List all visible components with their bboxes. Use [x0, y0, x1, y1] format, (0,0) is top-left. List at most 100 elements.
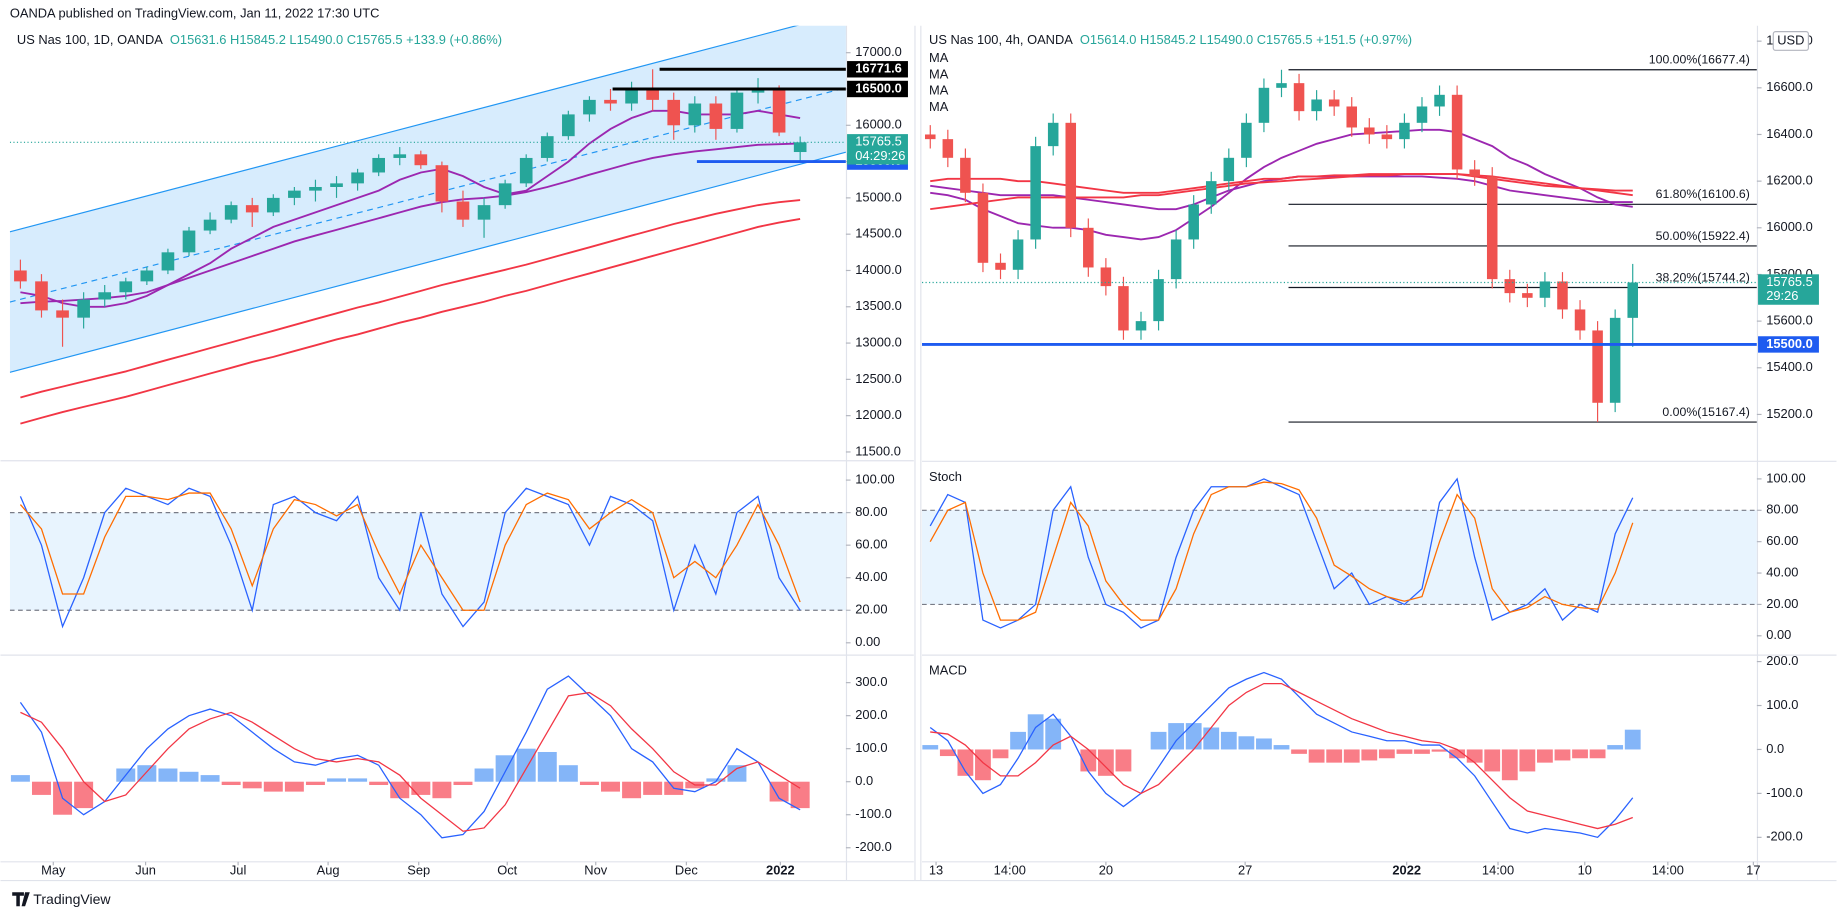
- x-tick-label: 27: [1238, 863, 1252, 878]
- y-tick-label: 13000.0: [855, 334, 902, 349]
- candle-body: [456, 201, 470, 220]
- candle-body: [1241, 122, 1252, 158]
- candle-body: [203, 219, 217, 231]
- histogram-bar: [305, 781, 325, 786]
- histogram-bar: [1010, 731, 1026, 750]
- y-tick-label: 11500.0: [855, 443, 901, 458]
- legend-ma: MA: [929, 83, 949, 98]
- candle-body: [977, 192, 989, 263]
- indicator-line: [930, 173, 1633, 194]
- candle-body: [667, 99, 681, 126]
- y-tick-label: 0.0: [1766, 741, 1784, 756]
- candle-body: [1205, 181, 1217, 205]
- histogram-bar: [939, 749, 956, 757]
- y-tick-label: 20.00: [1766, 596, 1798, 611]
- candle-body: [942, 139, 954, 158]
- candle-body: [1574, 309, 1586, 331]
- indicator-line: [20, 218, 801, 425]
- countdown-label: 04:29:26: [855, 148, 905, 163]
- histogram-bar: [1150, 731, 1167, 750]
- candle-body: [1627, 282, 1638, 318]
- legend-ma: MA: [929, 66, 949, 81]
- histogram-bar: [558, 765, 578, 782]
- candle-body: [1065, 122, 1077, 228]
- fib-label: 0.00%(15167.4): [1662, 405, 1749, 419]
- histogram-bar: [922, 745, 939, 750]
- y-tick-label: 0.00: [855, 634, 880, 649]
- candle-body: [77, 299, 90, 318]
- price-tag-label: 16771.6: [855, 61, 902, 76]
- histogram-bar: [1203, 727, 1220, 750]
- y-tick-label: 15000.0: [855, 189, 902, 204]
- histogram-bar: [348, 778, 368, 782]
- histogram-bar: [1414, 749, 1430, 754]
- y-tick-label: 16000.0: [1766, 219, 1813, 234]
- x-tick-label: 10: [1578, 863, 1592, 878]
- channel-lower: [9, 151, 846, 373]
- candle-body: [1083, 227, 1094, 268]
- candle-body: [1258, 87, 1270, 123]
- legend-symbol: US Nas 100, 1D, OANDA: [17, 32, 163, 47]
- channel-middle: [9, 87, 846, 303]
- candle-body: [960, 157, 971, 193]
- indicator-line: [929, 477, 1634, 629]
- histogram-bar: [263, 781, 283, 792]
- histogram-bar: [622, 781, 642, 799]
- indicator-line: [930, 173, 1633, 211]
- candle-body: [288, 190, 301, 198]
- y-tick-label: 15200.0: [1766, 406, 1813, 421]
- candle-body: [161, 252, 175, 271]
- indicator-line: [20, 142, 801, 305]
- y-tick-label: 80.00: [855, 504, 887, 519]
- candle-body: [519, 157, 533, 184]
- y-tick-label: 200.0: [855, 707, 887, 722]
- x-tick-label: 17: [1746, 863, 1760, 878]
- candle-body: [1539, 281, 1551, 298]
- y-tick-label: 40.00: [1766, 564, 1798, 579]
- candle-body: [1381, 134, 1393, 140]
- histogram-bar: [975, 749, 991, 781]
- histogram-bar: [790, 781, 810, 809]
- histogram-bar: [432, 781, 452, 799]
- histogram-bar: [1168, 723, 1185, 750]
- histogram-bar: [1501, 749, 1518, 781]
- indicator-line: [19, 492, 801, 611]
- histogram-bar: [1484, 749, 1501, 772]
- candle-body: [772, 88, 786, 133]
- y-tick-label: 100.0: [855, 740, 887, 755]
- indicator-line: [929, 481, 1634, 621]
- last-price-tag: [1758, 274, 1819, 305]
- fib-label: 50.00%(15922.4): [1656, 229, 1750, 243]
- histogram-bar: [1308, 749, 1325, 763]
- plot-area: [9, 25, 846, 425]
- histogram-bar: [74, 781, 94, 809]
- histogram-bar: [643, 781, 663, 795]
- y-tick-label: 14000.0: [855, 262, 902, 277]
- price-tag-label: 16500.0: [855, 80, 902, 95]
- candle-body: [245, 205, 259, 213]
- histogram-bar: [1554, 749, 1571, 761]
- channel-upper: [9, 25, 799, 233]
- candle-body: [1135, 321, 1147, 331]
- candle-body: [995, 262, 1006, 270]
- histogram-bar: [1589, 749, 1606, 759]
- legend: US Nas 100, 1D, OANDA O15631.6 H15845.2 L…: [17, 32, 502, 47]
- candle-body: [540, 136, 554, 158]
- histogram-bar: [957, 749, 974, 776]
- candle-body: [1188, 204, 1199, 240]
- logo: [12, 892, 30, 907]
- y-tick-label: 17000.0: [855, 44, 902, 59]
- histogram-bar: [200, 775, 220, 782]
- candle-body: [1592, 330, 1603, 403]
- x-tick-label: Jun: [135, 863, 156, 878]
- histogram-bar: [992, 749, 1009, 759]
- histogram-bar: [537, 751, 557, 782]
- stoch-band: [922, 510, 1757, 605]
- candle-body: [224, 205, 238, 220]
- candle-body: [56, 310, 69, 318]
- histogram-bar: [1449, 749, 1466, 759]
- histogram-bar: [10, 775, 30, 782]
- y-tick-label: 15600.0: [1766, 313, 1813, 328]
- candle-body: [35, 281, 48, 311]
